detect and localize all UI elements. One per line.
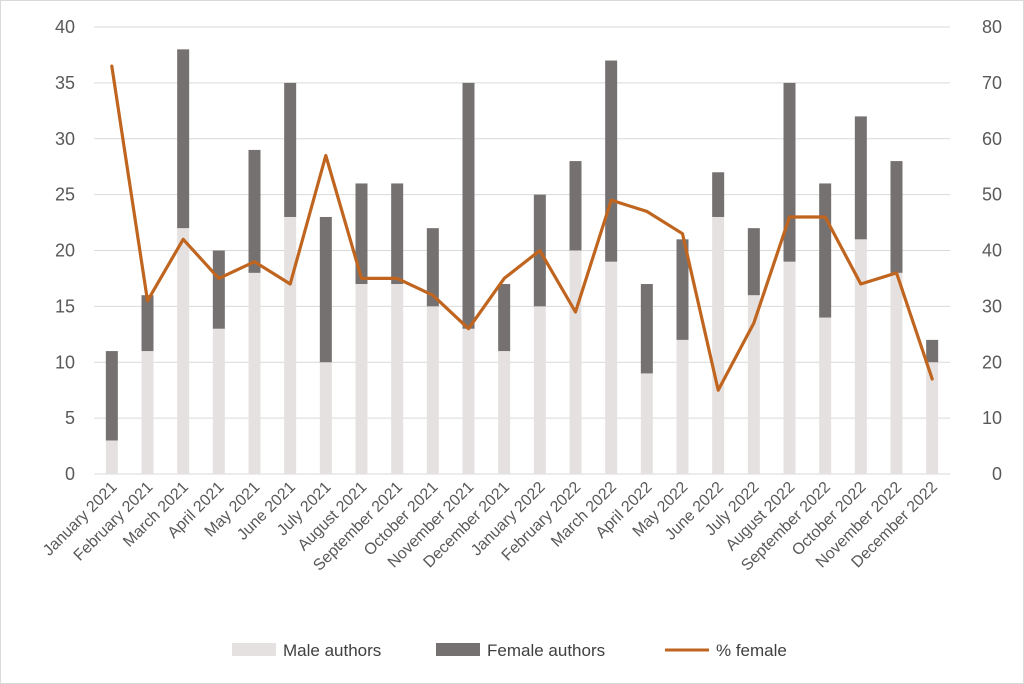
bar-female-authors: [640, 284, 653, 374]
percent-female-line: [110, 64, 934, 392]
bar-male-authors: [141, 351, 154, 474]
legend-swatch-male: [232, 643, 276, 656]
bar-male-authors: [212, 328, 225, 474]
right-y-tick-label: 80: [982, 17, 1002, 37]
bar-female-authors: [177, 49, 190, 229]
right-y-tick-label: 20: [982, 352, 1002, 372]
left-y-tick-label: 5: [65, 408, 75, 428]
bar-female-authors: [569, 161, 582, 251]
bar-female-authors: [854, 116, 867, 240]
bar-male-authors: [355, 284, 368, 474]
bar-male-authors: [105, 440, 118, 474]
right-y-tick-label: 0: [992, 464, 1002, 484]
bar-male-authors: [640, 373, 653, 474]
legend-label-male: Male authors: [283, 641, 381, 660]
bar-male-authors: [676, 339, 689, 474]
bar-female-authors: [355, 183, 368, 285]
bar-female-authors: [783, 82, 796, 262]
bar-male-authors: [569, 250, 582, 474]
right-y-tick-label: 60: [982, 129, 1002, 149]
left-y-tick-label: 15: [55, 296, 75, 316]
bar-male-authors: [248, 272, 261, 474]
left-y-tick-label: 35: [55, 73, 75, 93]
bar-female-authors: [141, 295, 154, 352]
bar-female-authors: [319, 216, 332, 363]
bar-female-authors: [498, 284, 511, 352]
bar-female-authors: [284, 82, 297, 217]
left-y-tick-label: 25: [55, 185, 75, 205]
legend-swatch-female: [436, 643, 480, 656]
bar-female-authors: [426, 228, 439, 307]
bar-female-authors: [890, 161, 903, 273]
right-y-tick-label: 30: [982, 296, 1002, 316]
bar-male-authors: [284, 216, 297, 474]
right-y-tick-label: 10: [982, 408, 1002, 428]
bar-male-authors: [426, 306, 439, 474]
right-y-tick-label: 40: [982, 241, 1002, 261]
bar-male-authors: [890, 272, 903, 474]
legend: Male authors Female authors % female: [232, 641, 787, 660]
bars: [105, 49, 939, 474]
bar-female-authors: [391, 183, 404, 285]
legend-label-female: Female authors: [487, 641, 605, 660]
bar-female-authors: [248, 149, 261, 273]
gridlines: [94, 26, 950, 475]
line-percent-female: [110, 64, 934, 392]
bar-female-authors: [212, 250, 225, 329]
bar-female-authors: [712, 172, 725, 217]
bar-male-authors: [498, 351, 511, 474]
bar-male-authors: [819, 317, 832, 474]
bar-male-authors: [783, 261, 796, 474]
bar-female-authors: [747, 228, 760, 296]
left-y-tick-label: 20: [55, 241, 75, 261]
bar-female-authors: [105, 351, 118, 441]
bar-male-authors: [391, 284, 404, 474]
bar-male-authors: [462, 328, 475, 474]
bar-male-authors: [605, 261, 618, 474]
right-y-axis: 0 10 20 30 40 50 60 70 80: [982, 17, 1002, 484]
left-y-tick-label: 40: [55, 17, 75, 37]
left-y-axis: 0 5 10 15 20 25 30 35 40: [55, 17, 75, 484]
bar-male-authors: [533, 306, 546, 474]
bar-female-authors: [462, 82, 475, 329]
right-y-tick-label: 70: [982, 73, 1002, 93]
bar-female-authors: [676, 239, 689, 340]
bar-female-authors: [605, 60, 618, 262]
bar-female-authors: [819, 183, 832, 318]
bar-male-authors: [854, 239, 867, 474]
bar-male-authors: [319, 362, 332, 474]
bar-male-authors: [712, 216, 725, 474]
bar-male-authors: [747, 295, 760, 474]
bar-male-authors: [177, 228, 190, 474]
bar-male-authors: [926, 362, 939, 474]
left-y-tick-label: 10: [55, 352, 75, 372]
bar-female-authors: [926, 339, 939, 363]
right-y-tick-label: 50: [982, 185, 1002, 205]
left-y-tick-label: 30: [55, 129, 75, 149]
legend-label-percent-female: % female: [716, 641, 787, 660]
left-y-tick-label: 0: [65, 464, 75, 484]
